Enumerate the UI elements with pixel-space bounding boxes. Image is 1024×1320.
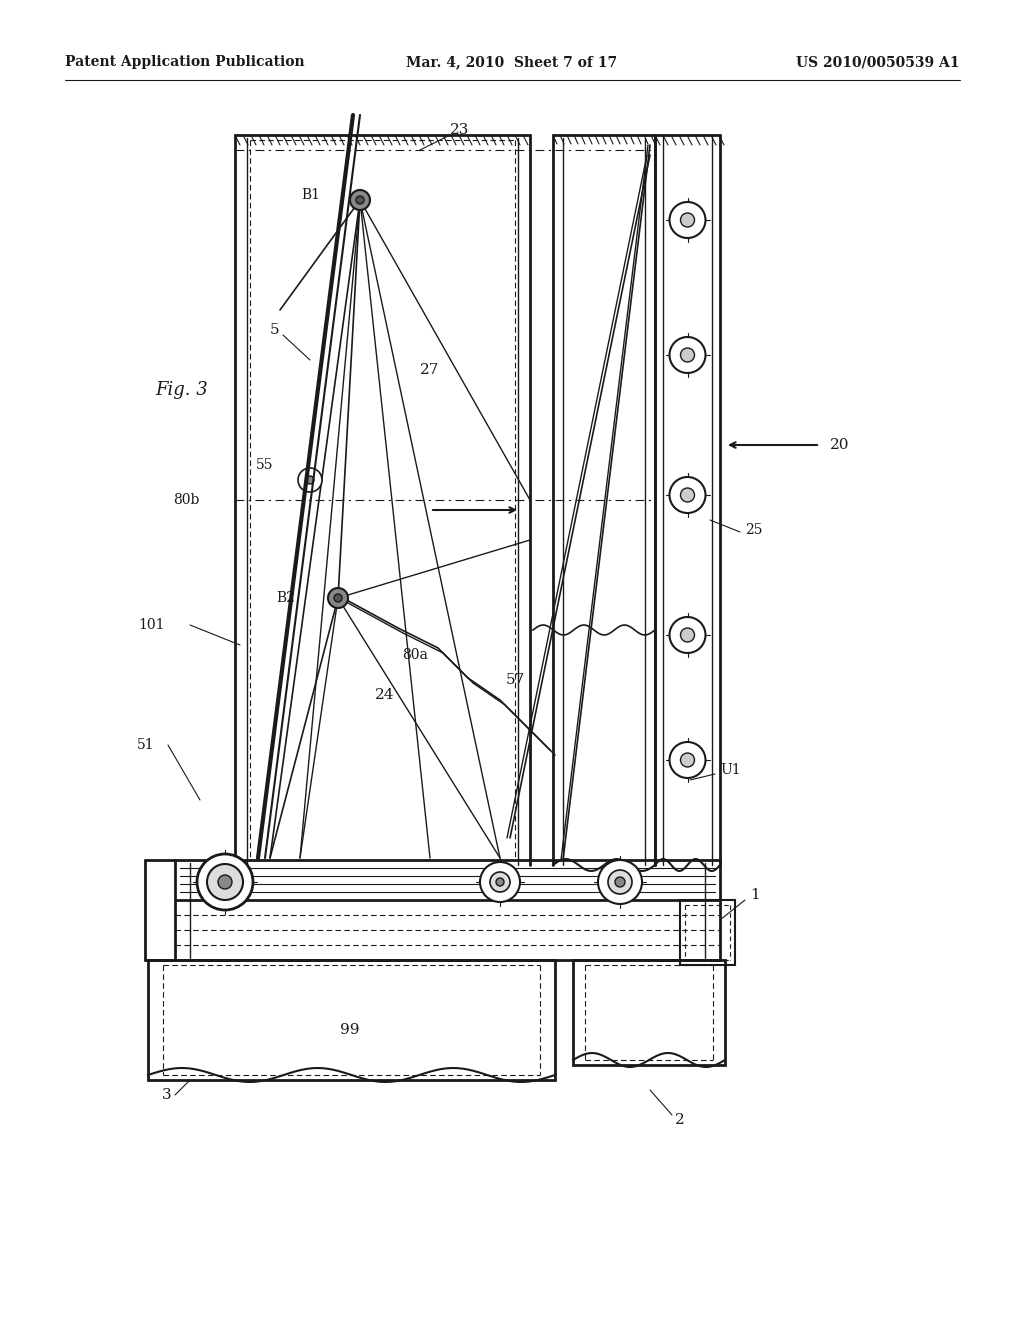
Text: 51: 51 — [137, 738, 155, 752]
Circle shape — [615, 876, 625, 887]
Text: 20: 20 — [830, 438, 850, 451]
Circle shape — [670, 616, 706, 653]
Circle shape — [480, 862, 520, 902]
Text: 3: 3 — [162, 1088, 172, 1102]
Circle shape — [298, 469, 322, 492]
Circle shape — [218, 875, 232, 888]
Text: 2: 2 — [675, 1113, 685, 1127]
Text: B1: B1 — [301, 187, 319, 202]
Text: 57: 57 — [506, 673, 524, 686]
Circle shape — [356, 195, 364, 205]
Bar — [680, 900, 735, 965]
Text: B2: B2 — [276, 591, 295, 605]
Circle shape — [670, 742, 706, 777]
Text: 55: 55 — [256, 458, 273, 473]
Text: Fig. 3: Fig. 3 — [155, 381, 208, 399]
Circle shape — [681, 752, 694, 767]
Bar — [573, 960, 725, 1065]
Text: 80a: 80a — [402, 648, 428, 663]
Circle shape — [334, 594, 342, 602]
Circle shape — [608, 870, 632, 894]
Circle shape — [207, 865, 243, 900]
Text: US 2010/0050539 A1: US 2010/0050539 A1 — [797, 55, 961, 69]
Circle shape — [490, 873, 510, 892]
Text: U1: U1 — [720, 763, 740, 777]
Circle shape — [681, 628, 694, 642]
Circle shape — [681, 348, 694, 362]
Text: 24: 24 — [375, 688, 394, 702]
Circle shape — [670, 477, 706, 513]
Circle shape — [306, 477, 314, 484]
Circle shape — [670, 202, 706, 238]
Text: 99: 99 — [340, 1023, 359, 1038]
Circle shape — [350, 190, 370, 210]
Text: 80b: 80b — [174, 492, 200, 507]
Circle shape — [681, 488, 694, 502]
Circle shape — [328, 587, 348, 609]
Text: 27: 27 — [420, 363, 439, 378]
Text: 1: 1 — [750, 888, 760, 902]
Text: 23: 23 — [451, 123, 470, 137]
Text: Patent Application Publication: Patent Application Publication — [65, 55, 304, 69]
Text: 5: 5 — [270, 323, 280, 337]
Text: 25: 25 — [745, 523, 763, 537]
Text: 101: 101 — [138, 618, 165, 632]
Circle shape — [681, 213, 694, 227]
Circle shape — [598, 861, 642, 904]
Circle shape — [670, 337, 706, 374]
Circle shape — [197, 854, 253, 909]
Bar — [148, 960, 555, 1080]
Circle shape — [496, 878, 504, 886]
Text: Mar. 4, 2010  Sheet 7 of 17: Mar. 4, 2010 Sheet 7 of 17 — [407, 55, 617, 69]
